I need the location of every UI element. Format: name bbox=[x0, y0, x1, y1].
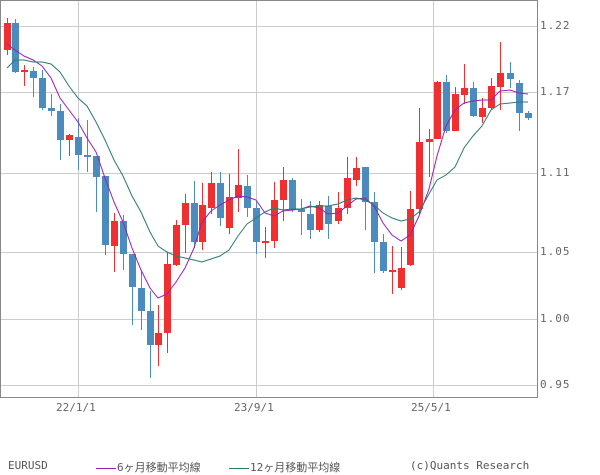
legend-symbol: EURUSD bbox=[8, 459, 48, 472]
candle-down bbox=[191, 181, 198, 248]
candle-up bbox=[111, 213, 118, 272]
candle-up bbox=[66, 134, 73, 156]
copyright: (c)Quants Research bbox=[410, 459, 530, 472]
candle-down bbox=[525, 111, 532, 120]
candle-up bbox=[271, 182, 278, 248]
candle-up bbox=[226, 174, 233, 234]
candle-up bbox=[398, 247, 405, 290]
legend-ma6-label: 6ヶ月移動平均線 bbox=[117, 461, 201, 474]
legend-ma12-label: 12ヶ月移動平均線 bbox=[250, 461, 341, 474]
candle-up bbox=[4, 18, 11, 55]
candle-up bbox=[235, 149, 242, 212]
ma12-line bbox=[6, 59, 528, 263]
candle-up bbox=[199, 183, 206, 250]
grid-lines bbox=[0, 0, 537, 398]
candle-up bbox=[488, 78, 495, 109]
candle-up bbox=[407, 191, 414, 266]
legend-ma6: 6ヶ月移動平均線 bbox=[96, 459, 201, 475]
candle-up bbox=[416, 108, 423, 215]
ma6-line bbox=[6, 43, 529, 299]
candle-up bbox=[182, 194, 189, 253]
x-tick-label: 22/1/1 bbox=[56, 401, 96, 414]
y-tick-label: 0.95 bbox=[540, 378, 571, 391]
candle-down bbox=[298, 199, 305, 235]
candles bbox=[4, 18, 532, 378]
candle-up bbox=[461, 64, 468, 104]
candle-down bbox=[244, 175, 251, 217]
candle-down bbox=[84, 120, 91, 172]
candle-down bbox=[12, 19, 19, 73]
y-tick-label: 1.05 bbox=[540, 245, 571, 258]
candle-down bbox=[516, 80, 523, 131]
candle-up bbox=[353, 157, 360, 186]
candle-down bbox=[138, 270, 145, 330]
candle-down bbox=[75, 118, 82, 170]
candle-up bbox=[426, 129, 433, 177]
candle-down bbox=[39, 70, 46, 110]
candle-down bbox=[48, 94, 55, 116]
candle-down bbox=[507, 62, 514, 88]
candle-down bbox=[470, 82, 477, 117]
x-tick-label: 23/9/1 bbox=[234, 401, 274, 414]
candle-down bbox=[30, 67, 37, 97]
moving-average-lines bbox=[6, 43, 529, 299]
candle-up bbox=[479, 98, 486, 123]
candle-up bbox=[497, 42, 504, 110]
plot-frame bbox=[0, 0, 538, 398]
x-tick-label: 25/5/1 bbox=[411, 401, 451, 414]
candle-up bbox=[434, 81, 441, 139]
candle-up bbox=[389, 246, 396, 294]
candle-down bbox=[57, 104, 64, 160]
candle-down bbox=[102, 176, 109, 255]
candle-down bbox=[289, 178, 296, 212]
candle-down bbox=[147, 291, 154, 378]
candle-up bbox=[173, 220, 180, 266]
candle-up bbox=[335, 192, 342, 224]
y-tick-label: 1.11 bbox=[540, 166, 571, 179]
candle-down bbox=[217, 172, 224, 226]
candlestick-chart bbox=[0, 0, 538, 398]
candle-down bbox=[380, 234, 387, 273]
candle-up bbox=[262, 227, 269, 258]
candle-down bbox=[443, 75, 450, 133]
candle-down bbox=[93, 156, 100, 212]
ma12-swatch-icon bbox=[229, 467, 249, 469]
y-tick-label: 1.17 bbox=[540, 85, 571, 98]
candle-down bbox=[129, 254, 136, 325]
y-tick-label: 1.00 bbox=[540, 312, 571, 325]
candle-up bbox=[21, 65, 28, 86]
ma6-swatch-icon bbox=[96, 467, 116, 469]
candle-down bbox=[325, 196, 332, 239]
candle-up bbox=[164, 252, 171, 353]
candle-up bbox=[155, 305, 162, 366]
candle-down bbox=[253, 202, 260, 254]
legend-ma12: 12ヶ月移動平均線 bbox=[229, 459, 340, 475]
y-tick-label: 1.22 bbox=[540, 19, 571, 32]
candle-up bbox=[208, 172, 215, 214]
candle-up bbox=[280, 167, 287, 221]
candle-up bbox=[344, 157, 351, 214]
